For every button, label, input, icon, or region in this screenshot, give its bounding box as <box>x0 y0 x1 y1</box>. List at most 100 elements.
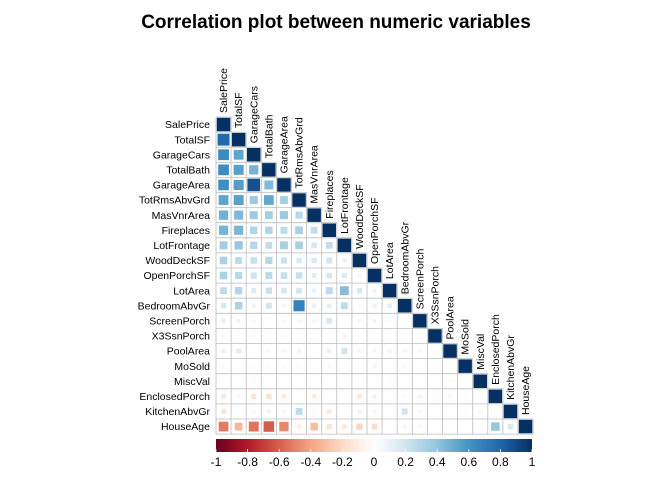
corr-cell-EnclosedPorch-WoodDeckSF <box>357 393 362 399</box>
legend-tick-label: 0.8 <box>492 455 509 469</box>
corr-cell-X3SsnPorch-MasVnrArea <box>313 334 316 337</box>
corr-cell-OpenPorchSF-SalePrice <box>219 271 228 280</box>
corr-cell-TotalBath-SalePrice <box>218 164 229 176</box>
corr-cell-GarageCars-GarageCars <box>247 148 261 162</box>
corr-cell-LotFrontage-LotFrontage <box>337 238 352 253</box>
col-label-BedroomAbvGr: BedroomAbvGr <box>399 221 411 294</box>
row-label-TotalBath: TotalBath <box>166 164 210 176</box>
corr-cell-Fireplaces-GarageCars <box>250 226 258 234</box>
corr-cell-BedroomAbvGr-OpenPorchSF <box>372 303 377 308</box>
corr-cell-ScreenPorch-GarageArea <box>282 319 286 323</box>
corr-cell-HouseAge-TotRmsAbvGrd <box>296 424 302 429</box>
corr-cell-GarageArea-TotalSF <box>233 179 244 191</box>
legend-tick-label: -0.2 <box>332 455 353 469</box>
legend-tick-label: -0.4 <box>300 455 321 469</box>
corr-cell-LotArea-GarageArea <box>281 287 287 294</box>
corr-cell-MiscVal-LotArea <box>388 379 391 383</box>
legend-color-bar <box>216 439 532 452</box>
corr-cell-KitchenAbvGr-KitchenAbvGr <box>503 404 518 419</box>
corr-cell-Fireplaces-TotalBath <box>265 226 273 234</box>
corr-cell-HouseAge-EnclosedPorch <box>491 422 500 431</box>
corr-cell-OpenPorchSF-GarageArea <box>280 272 288 279</box>
corr-cell-LotArea-TotalSF <box>234 286 243 295</box>
corr-cell-PoolArea-TotRmsAbvGrd <box>297 349 301 353</box>
row-label-HouseAge: HouseAge <box>161 421 210 433</box>
corr-cell-LotArea-LotFrontage <box>339 286 349 296</box>
corr-cell-OpenPorchSF-TotRmsAbvGrd <box>295 272 303 279</box>
col-label-EnclosedPorch: EnclosedPorch <box>490 314 502 385</box>
corr-cell-KitchenAbvGr-GarageCars <box>252 409 256 413</box>
corr-cell-KitchenAbvGr-MasVnrArea <box>312 410 316 413</box>
row-label-WoodDeckSF: WoodDeckSF <box>145 255 210 267</box>
corr-cell-MiscVal-GarageCars <box>252 379 256 383</box>
corr-cell-EnclosedPorch-MoSold <box>463 395 467 398</box>
corr-cell-Fireplaces-MasVnrArea <box>310 226 318 234</box>
corr-cell-TotRmsAbvGrd-GarageArea <box>280 196 288 204</box>
corr-cell-MoSold-X3SsnPorch <box>433 364 437 368</box>
corr-cell-LotArea-LotArea <box>382 283 397 298</box>
row-label-X3SsnPorch: X3SsnPorch <box>152 331 211 343</box>
corr-cell-MiscVal-SalePrice <box>222 380 225 383</box>
corr-cell-KitchenAbvGr-ScreenPorch <box>418 409 422 413</box>
col-label-GarageCars: GarageCars <box>248 86 260 143</box>
col-label-LotFrontage: LotFrontage <box>339 177 351 234</box>
row-label-TotRmsAbvGrd: TotRmsAbvGrd <box>139 195 210 207</box>
corr-cell-MiscVal-OpenPorchSF <box>373 380 376 383</box>
corr-cell-TotRmsAbvGrd-GarageCars <box>249 196 258 205</box>
corr-cell-GarageArea-GarageArea <box>277 178 291 192</box>
corr-cell-MiscVal-TotRmsAbvGrd <box>298 380 301 383</box>
corr-cell-KitchenAbvGr-TotalBath <box>266 409 271 414</box>
corr-cell-MiscVal-PoolArea <box>448 380 452 383</box>
corr-cell-MiscVal-ScreenPorch <box>418 380 422 383</box>
legend-tick-label: -1 <box>211 455 222 469</box>
corr-cell-WoodDeckSF-GarageCars <box>250 257 257 264</box>
corr-cell-MoSold-LotFrontage <box>343 365 346 367</box>
corr-cell-BedroomAbvGr-GarageCars <box>251 303 256 308</box>
row-label-MiscVal: MiscVal <box>174 376 210 388</box>
corr-cell-TotalSF-SalePrice <box>217 133 230 146</box>
grid-lines <box>215 116 534 435</box>
corr-cell-PoolArea-ScreenPorch <box>418 349 422 353</box>
legend-tick-label: 0.6 <box>460 455 477 469</box>
row-label-TotalSF: TotalSF <box>174 134 210 146</box>
row-label-SalePrice: SalePrice <box>165 119 210 131</box>
corr-cell-OpenPorchSF-MasVnrArea <box>311 273 317 278</box>
corr-cell-PoolArea-LotArea <box>387 349 392 353</box>
legend-tick-label: 0.2 <box>397 455 414 469</box>
corr-cell-HouseAge-TotalSF <box>234 422 243 431</box>
corr-cell-ScreenPorch-LotFrontage <box>343 319 346 323</box>
corr-cell-LotFrontage-SalePrice <box>219 241 228 250</box>
corr-cell-TotalBath-GarageCars <box>249 165 259 175</box>
corr-cell-HouseAge-MiscVal <box>479 425 482 428</box>
cells <box>216 117 533 434</box>
corr-cell-KitchenAbvGr-MoSold <box>463 410 467 413</box>
corr-cell-X3SsnPorch-ScreenPorch <box>418 334 422 338</box>
corr-cell-PoolArea-GarageCars <box>252 350 255 353</box>
corr-cell-TotalBath-TotalBath <box>262 163 276 177</box>
corr-cell-EnclosedPorch-LotArea <box>388 395 391 398</box>
corr-cell-HouseAge-OpenPorchSF <box>371 423 378 430</box>
corr-cell-EnclosedPorch-PoolArea <box>448 394 452 399</box>
corr-cell-X3SsnPorch-GarageCars <box>252 334 256 338</box>
corr-cell-OpenPorchSF-LotFrontage <box>341 272 347 279</box>
corr-cell-PoolArea-Fireplaces <box>327 348 332 354</box>
corr-cell-X3SsnPorch-GarageArea <box>282 334 286 338</box>
corr-cell-GarageArea-TotalBath <box>264 180 274 190</box>
corr-cell-TotRmsAbvGrd-SalePrice <box>218 195 229 205</box>
corr-cell-Fireplaces-SalePrice <box>218 225 229 235</box>
corr-cell-ScreenPorch-OpenPorchSF <box>372 319 377 323</box>
corr-cell-Fireplaces-Fireplaces <box>322 223 336 237</box>
corr-cell-ScreenPorch-MasVnrArea <box>312 319 316 323</box>
corr-cell-LotFrontage-GarageCars <box>250 241 258 249</box>
corr-cell-MasVnrArea-MasVnrArea <box>307 208 321 222</box>
col-label-Fireplaces: Fireplaces <box>324 170 336 218</box>
corr-cell-MoSold-ScreenPorch <box>418 365 421 368</box>
corr-cell-X3SsnPorch-TotRmsAbvGrd <box>298 335 300 337</box>
corr-cell-MoSold-PoolArea <box>448 364 452 368</box>
color-legend: -1 -0.8 -0.6 -0.4 -0.2 0 0.2 0.4 0.6 0.8 1 <box>211 439 536 469</box>
corr-cell-X3SsnPorch-TotalSF <box>237 334 240 338</box>
corr-cell-OpenPorchSF-GarageCars <box>250 272 257 279</box>
col-label-MoSold: MoSold <box>460 319 472 355</box>
corr-cell-HouseAge-MasVnrArea <box>310 422 318 431</box>
